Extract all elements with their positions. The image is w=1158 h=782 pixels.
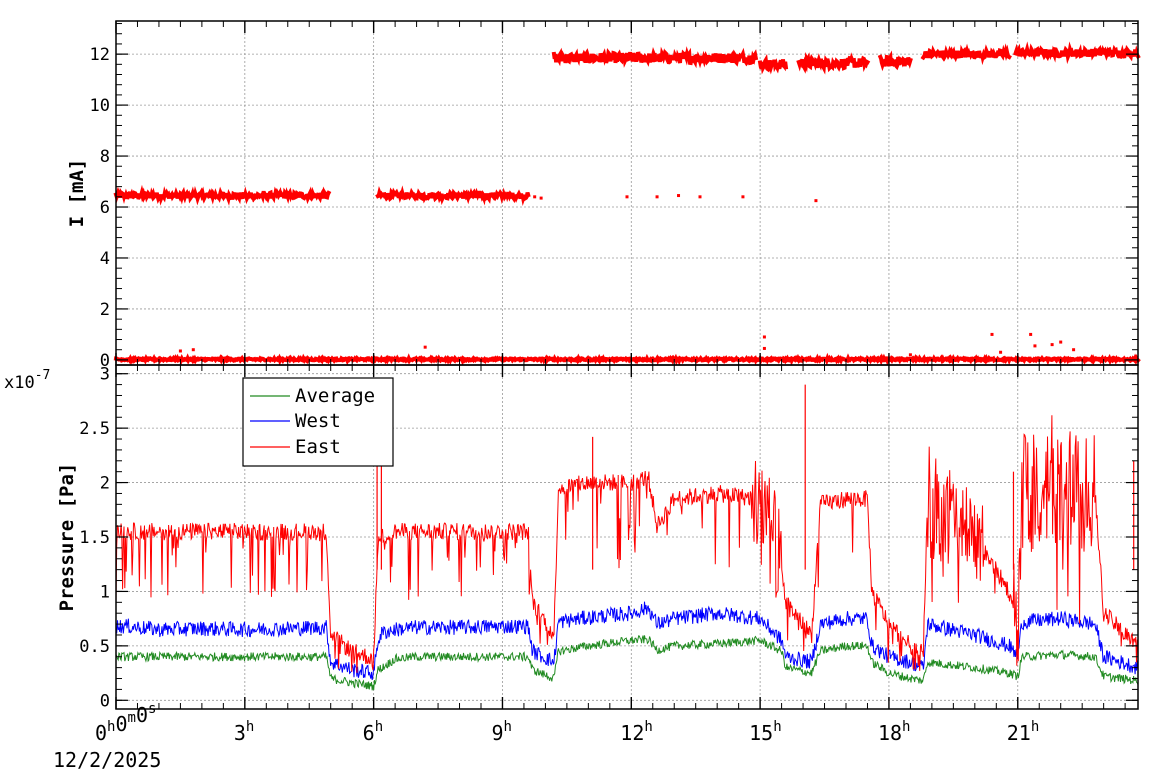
current-point-8 [178,349,182,353]
current-segment-8 [113,352,1141,366]
time-tick-label-12: 12h [620,719,653,745]
time-tick-label-15: 15h [749,719,782,745]
current-point-1 [539,196,543,200]
time-tick-label-9: 9h [491,719,511,745]
date-label: 12/2/2025 [53,748,161,772]
current-panel: 0 2 4 6 8 10 12 I [mA] [66,20,1141,371]
time-tick-label-3: 3h [234,719,254,745]
pressure-y-exponent: x10-7 [4,368,50,393]
pressure-ytick-label-1: 0.5 [79,637,110,657]
current-point-6 [741,195,745,199]
current-segment-7 [1013,41,1141,65]
pressure-y-axis-title: Pressure [Pa] [56,463,78,612]
legend-label-average: Average [295,385,375,407]
legend-label-west: West [295,410,341,432]
pressure-ytick-label-6: 3 [100,365,110,385]
pressure-ytick-label-0: 0 [100,691,110,711]
current-ytick-label-1: 2 [100,300,110,320]
current-data [113,41,1141,366]
current-point-14 [1029,332,1033,336]
current-point-0 [533,195,537,199]
pressure-line-east [115,415,1139,673]
pressure-line-average [115,635,1139,691]
pressure-y-tick-labels: 0 0.5 1 1.5 2 2.5 3 [79,365,110,712]
current-point-2 [625,195,629,199]
time-tick-label-18: 18h [878,719,911,745]
current-y-tick-labels: 0 2 4 6 8 10 12 [90,45,110,371]
time-tick-label-6: 6h [363,719,383,745]
current-ytick-label-5: 10 [90,96,110,116]
current-ytick-label-6: 12 [90,45,110,65]
current-point-16 [1050,343,1054,347]
current-segment-5 [877,50,913,72]
current-point-17 [1059,340,1063,344]
current-point-10 [423,345,427,349]
current-segment-6 [920,43,1012,66]
pressure-data [115,384,1139,691]
current-point-5 [698,195,702,199]
time-axis-tick-labels: 0h0m0s 3h 6h 9h 12h 15h 18h 21h [95,701,1039,745]
pressure-frame [115,364,1139,710]
current-ytick-label-0: 0 [100,351,110,371]
current-ytick-label-3: 6 [100,198,110,218]
current-y-axis-title: I [mA] [66,159,88,228]
current-segment-1 [375,185,531,206]
current-segment-3 [757,53,789,75]
current-point-7 [814,199,818,203]
pressure-ytick-label-2: 1 [100,582,110,602]
current-segment-4 [796,51,871,75]
current-point-20 [908,353,912,357]
current-point-11 [762,335,766,339]
current-point-18 [1072,348,1076,352]
time-tick-label-0: 0h0m0s [95,701,156,745]
current-point-9 [191,348,195,352]
current-ticks [115,21,1138,365]
time-tick-label-21: 21h [1007,719,1040,745]
legend-box [242,377,394,467]
legend: Average West East [242,377,394,467]
current-point-4 [677,194,681,198]
current-point-19 [999,350,1003,354]
pressure-ytick-label-5: 2.5 [79,419,110,439]
current-point-15 [1033,344,1037,348]
current-segment-2 [551,46,759,69]
pressure-ticks [115,365,1138,709]
pressure-panel: 0 0.5 1 1.5 2 2.5 3 Pressure [Pa] x10-7 Averag… [4,364,1139,712]
pressure-line-west [115,601,1139,680]
current-point-3 [655,195,659,199]
current-ytick-label-2: 4 [100,249,110,269]
legend-label-east: East [295,436,341,458]
current-segment-0 [113,184,332,206]
pressure-ytick-label-4: 2 [100,474,110,494]
current-point-13 [990,332,994,336]
current-point-12 [762,346,766,350]
pressure-ytick-label-3: 1.5 [79,528,110,548]
current-ytick-label-4: 8 [100,147,110,167]
